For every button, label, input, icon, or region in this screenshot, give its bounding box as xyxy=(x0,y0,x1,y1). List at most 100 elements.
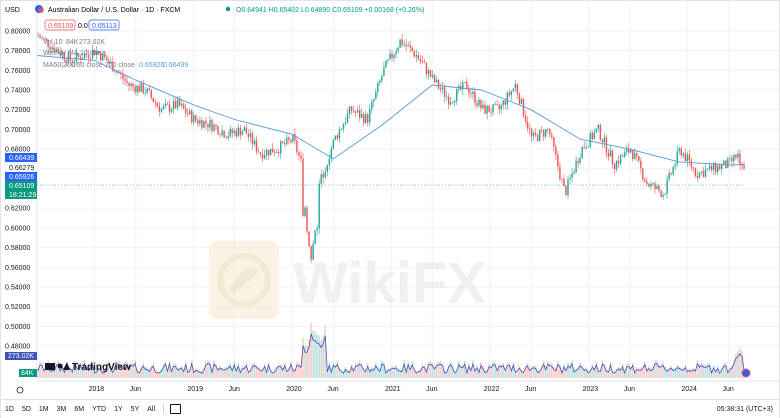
candle-body xyxy=(300,155,302,159)
flag-icon[interactable] xyxy=(741,368,751,378)
candle-body xyxy=(393,54,395,58)
candle-body xyxy=(288,137,290,140)
candle-body xyxy=(708,165,711,169)
candle-body xyxy=(342,124,345,130)
candle-body xyxy=(634,153,636,159)
candle-body xyxy=(377,82,379,92)
volume-bar xyxy=(714,370,717,378)
candle-body xyxy=(615,160,618,170)
candle-body xyxy=(510,91,513,96)
svg-text:0.66439: 0.66439 xyxy=(9,155,34,162)
candle-body xyxy=(140,83,142,92)
volume-bar xyxy=(288,367,290,378)
candle-body xyxy=(605,137,608,154)
candle-body xyxy=(387,59,389,61)
volume-bar xyxy=(294,369,296,378)
volume-bar xyxy=(510,369,513,378)
volume-bar xyxy=(621,363,624,378)
candle-body xyxy=(445,96,448,98)
currency-label[interactable]: USD xyxy=(5,7,20,14)
price-tick-label: 0.58000 xyxy=(5,245,30,252)
wikifx-watermark: WikiFX xyxy=(209,241,486,319)
calendar-icon[interactable] xyxy=(170,404,182,414)
volume-bar xyxy=(429,360,432,378)
candle-body xyxy=(696,175,699,178)
candle-body xyxy=(577,160,579,163)
time-axis[interactable]: 2018 Jun 2019 Jun 2020 Jun 2021 Jun 2022 Jun 2023 J… xyxy=(89,386,734,393)
candle-body xyxy=(233,130,235,134)
volume-bar xyxy=(176,367,179,378)
candle-body xyxy=(561,178,563,180)
volume-bar xyxy=(318,335,320,378)
candle-body xyxy=(126,80,128,83)
candle-body xyxy=(743,165,745,169)
price-chart[interactable]: WikiFX 0.80000 0.78000 0.76000 0.74000 0.720… xyxy=(1,1,779,401)
svg-text:0.65926: 0.65926 xyxy=(139,62,164,69)
volume-bar xyxy=(95,370,98,378)
volume-bar xyxy=(694,369,697,378)
candle-body xyxy=(334,135,337,140)
candle-body xyxy=(619,155,622,164)
volume-bar xyxy=(642,365,644,378)
volume-bar xyxy=(722,363,725,378)
ask-button[interactable]: 0.65113 xyxy=(92,23,117,30)
volume-bar xyxy=(472,360,474,378)
volume-bars xyxy=(37,322,745,378)
candle-body xyxy=(322,174,324,178)
volume-bar xyxy=(91,362,94,378)
tf-3m[interactable]: 3M xyxy=(56,405,67,413)
volume-bar xyxy=(166,369,169,378)
candle-body xyxy=(710,165,713,171)
price-tick-label: 0.74000 xyxy=(5,87,30,94)
time-tick-label: 2023 xyxy=(583,386,599,393)
candle-body xyxy=(427,70,430,75)
volume-bar xyxy=(658,364,660,378)
candle-body xyxy=(391,53,393,58)
tf-5y[interactable]: 5Y xyxy=(130,405,140,413)
volume-bar xyxy=(249,369,252,378)
candle-body xyxy=(259,152,262,155)
tradingview-logo[interactable]: TradingView xyxy=(45,362,131,373)
candle-body xyxy=(617,160,620,164)
tf-all[interactable]: All xyxy=(147,405,156,413)
tf-1y[interactable]: 1Y xyxy=(114,405,123,413)
candle-body xyxy=(136,85,138,93)
candle-body xyxy=(383,67,385,77)
candle-body xyxy=(476,103,478,106)
volume-bar xyxy=(726,371,729,378)
candle-body xyxy=(733,154,735,162)
tf-ytd[interactable]: YTD xyxy=(92,405,107,413)
symbol-title[interactable]: Australian Dollar / U.S. Dollar · 1D · F… xyxy=(48,7,180,14)
volume-bar xyxy=(118,361,120,378)
candle-body xyxy=(379,80,381,83)
tf-5d[interactable]: 5D xyxy=(21,405,31,413)
candle-body xyxy=(356,110,359,113)
volume-bar xyxy=(538,369,541,378)
volume-bar xyxy=(397,368,399,378)
tf-1d[interactable]: 1D xyxy=(5,405,14,413)
clock-readout[interactable]: 05:38:31 (UTC+3) xyxy=(716,405,773,413)
candle-body xyxy=(231,128,233,134)
tf-1m[interactable]: 1M xyxy=(38,405,49,413)
volume-bar xyxy=(672,368,674,378)
volume-bar xyxy=(595,361,598,378)
candle-body xyxy=(91,49,94,59)
candle-body xyxy=(456,88,458,102)
candle-body xyxy=(597,124,600,129)
bid-ask[interactable]: 0.65109 0.0 0.65113 xyxy=(44,19,120,31)
price-tick-label: 0.68000 xyxy=(5,147,30,154)
volume-bar xyxy=(603,363,606,378)
volume-bar xyxy=(577,366,579,378)
settings-gear-icon[interactable] xyxy=(16,386,24,394)
volume-bar xyxy=(718,371,721,378)
volume-bar xyxy=(710,371,713,378)
tf-6m[interactable]: 6M xyxy=(74,405,85,413)
bid-button[interactable]: 0.65109 xyxy=(48,23,73,30)
volume-bar xyxy=(170,370,173,378)
candle-body xyxy=(648,183,650,187)
volume-bar xyxy=(668,367,670,378)
candle-body xyxy=(431,74,434,77)
candle-body xyxy=(255,140,258,152)
candle-body xyxy=(63,52,66,60)
candle-body xyxy=(207,123,209,128)
